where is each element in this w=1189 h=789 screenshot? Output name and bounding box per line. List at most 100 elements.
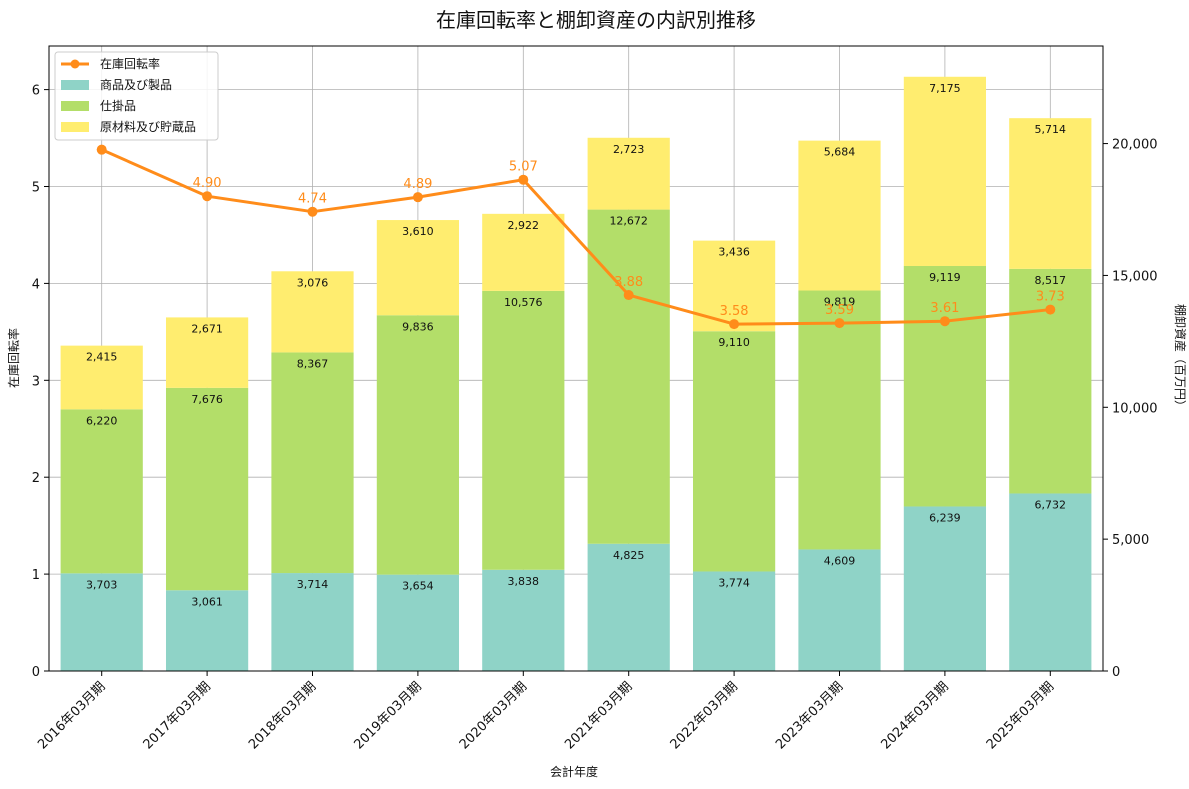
bar-value-label: 2,723 bbox=[613, 143, 645, 156]
bars-layer bbox=[60, 76, 1092, 671]
bar-segment bbox=[587, 543, 670, 671]
rate-marker bbox=[307, 206, 318, 217]
rate-value-label: 5.07 bbox=[509, 160, 538, 175]
bar-value-label: 7,175 bbox=[929, 82, 961, 95]
y-right-tick-label: 0 bbox=[1112, 665, 1120, 680]
bar-segment bbox=[1009, 493, 1092, 671]
bar-value-label: 8,367 bbox=[297, 357, 329, 370]
rate-value-label: 3.58 bbox=[720, 304, 749, 319]
rate-marker bbox=[412, 192, 423, 203]
bar-segment bbox=[271, 573, 354, 671]
legend-marker-swatch bbox=[70, 59, 80, 69]
bar-value-label: 5,684 bbox=[824, 146, 856, 159]
bar-value-label: 2,922 bbox=[508, 219, 540, 232]
rate-marker bbox=[202, 191, 213, 202]
rate-line bbox=[101, 148, 1051, 326]
bar-segment bbox=[692, 331, 776, 572]
bar-segment bbox=[798, 290, 881, 550]
bar-segment bbox=[271, 271, 354, 353]
plot-frame bbox=[48, 45, 1104, 672]
bar-segment bbox=[165, 387, 249, 591]
bar-value-label: 3,076 bbox=[297, 276, 329, 289]
legend-label: 仕掛品 bbox=[100, 98, 136, 113]
legend-label: 在庫回転率 bbox=[100, 56, 160, 71]
bar-value-label: 9,819 bbox=[824, 296, 856, 309]
bar-segment bbox=[798, 140, 881, 291]
rate-marker bbox=[623, 290, 634, 301]
bar-segment bbox=[376, 574, 460, 671]
bar-value-label: 3,436 bbox=[718, 246, 750, 259]
bar-value-label: 3,703 bbox=[86, 578, 118, 591]
rate-value-label: 3.88 bbox=[614, 275, 643, 290]
rate-value-label: 3.73 bbox=[1036, 290, 1065, 305]
bar-segment bbox=[60, 409, 143, 574]
chart-title: 在庫回転率と棚卸資産の内訳別推移 bbox=[436, 8, 756, 32]
x-tick-label: 2022年03月期 bbox=[668, 679, 741, 752]
bar-value-label: 2,671 bbox=[191, 322, 223, 335]
bar-segment bbox=[903, 76, 987, 266]
bar-value-label: 8,517 bbox=[1035, 274, 1067, 287]
bar-segment bbox=[798, 549, 881, 671]
bar-value-label: 6,732 bbox=[1035, 498, 1067, 511]
bar-segment bbox=[587, 209, 670, 544]
y-right-tick-label: 20,000 bbox=[1112, 138, 1158, 153]
bar-value-label: 7,676 bbox=[191, 393, 223, 406]
rate-value-label: 4.74 bbox=[298, 192, 327, 207]
y-left-tick-label: 1 bbox=[32, 568, 40, 583]
x-tick-label: 2016年03月期 bbox=[35, 679, 108, 752]
y-left-tick-label: 5 bbox=[32, 181, 40, 196]
x-axis-label: 会計年度 bbox=[550, 764, 598, 779]
x-tick-label: 2025年03月期 bbox=[984, 679, 1057, 752]
bar-value-label: 3,061 bbox=[191, 595, 223, 608]
y-left-tick-label: 0 bbox=[32, 665, 40, 680]
y-right-tick-label: 10,000 bbox=[1112, 401, 1158, 416]
rate-value-label: 3.61 bbox=[930, 301, 959, 316]
bar-value-label: 9,110 bbox=[718, 336, 750, 349]
legend-bar-swatch bbox=[61, 80, 89, 90]
bar-segment bbox=[1009, 118, 1092, 269]
bar-segment bbox=[60, 573, 143, 671]
rate-value-label: 3.59 bbox=[825, 303, 854, 318]
legend-bar-swatch bbox=[61, 122, 89, 132]
bar-segment bbox=[903, 506, 987, 671]
bar-segment bbox=[165, 590, 249, 671]
bar-segment bbox=[482, 213, 565, 291]
bar-value-label: 12,672 bbox=[609, 215, 648, 228]
rate-marker bbox=[939, 316, 950, 327]
bar-segment bbox=[587, 137, 670, 210]
y-left-tick-label: 6 bbox=[32, 84, 40, 99]
x-tick-label: 2020年03月期 bbox=[457, 679, 530, 752]
y-left-tick-label: 2 bbox=[32, 471, 40, 486]
rate-value-label: 4.90 bbox=[193, 176, 222, 191]
bar-value-label: 9,119 bbox=[929, 271, 961, 284]
x-tick-label: 2021年03月期 bbox=[562, 679, 635, 752]
bar-value-label: 2,415 bbox=[86, 351, 118, 364]
bar-labels-layer: 3,703 3,061 3,714 3,654 3,838 4,825 3,774 4,609… bbox=[86, 82, 1066, 609]
bar-value-label: 4,825 bbox=[613, 549, 645, 562]
bar-value-label: 3,838 bbox=[508, 575, 540, 588]
bar-value-label: 6,239 bbox=[929, 511, 961, 524]
x-tick-label: 2024年03月期 bbox=[878, 679, 951, 752]
bar-segment bbox=[271, 352, 354, 574]
bar-segment bbox=[482, 290, 565, 570]
bar-segment bbox=[376, 315, 460, 575]
bar-value-label: 3,610 bbox=[402, 225, 434, 238]
legend-box bbox=[54, 51, 219, 141]
bar-value-label: 3,654 bbox=[402, 580, 434, 593]
y-axis-right-label: 棚卸資産（百万円） bbox=[1173, 304, 1188, 412]
y-right-tick-label: 5,000 bbox=[1112, 533, 1149, 548]
bar-value-label: 5,714 bbox=[1035, 123, 1067, 136]
bar-segment bbox=[482, 569, 565, 671]
bar-value-label: 3,714 bbox=[297, 578, 329, 591]
bar-value-label: 4,609 bbox=[824, 554, 856, 567]
x-tick-label: 2017年03月期 bbox=[141, 679, 214, 752]
legend-label: 商品及び製品 bbox=[100, 77, 172, 92]
rate-marker bbox=[96, 144, 107, 155]
bar-segment bbox=[376, 220, 460, 316]
y-left-tick-label: 3 bbox=[32, 374, 40, 389]
bar-segment bbox=[60, 345, 143, 410]
rate-line-layer: 4.90 4.74 4.89 5.07 3.88 3.58 3.59 3.61 3.73 bbox=[96, 144, 1065, 330]
bar-value-label: 3,774 bbox=[718, 576, 750, 589]
